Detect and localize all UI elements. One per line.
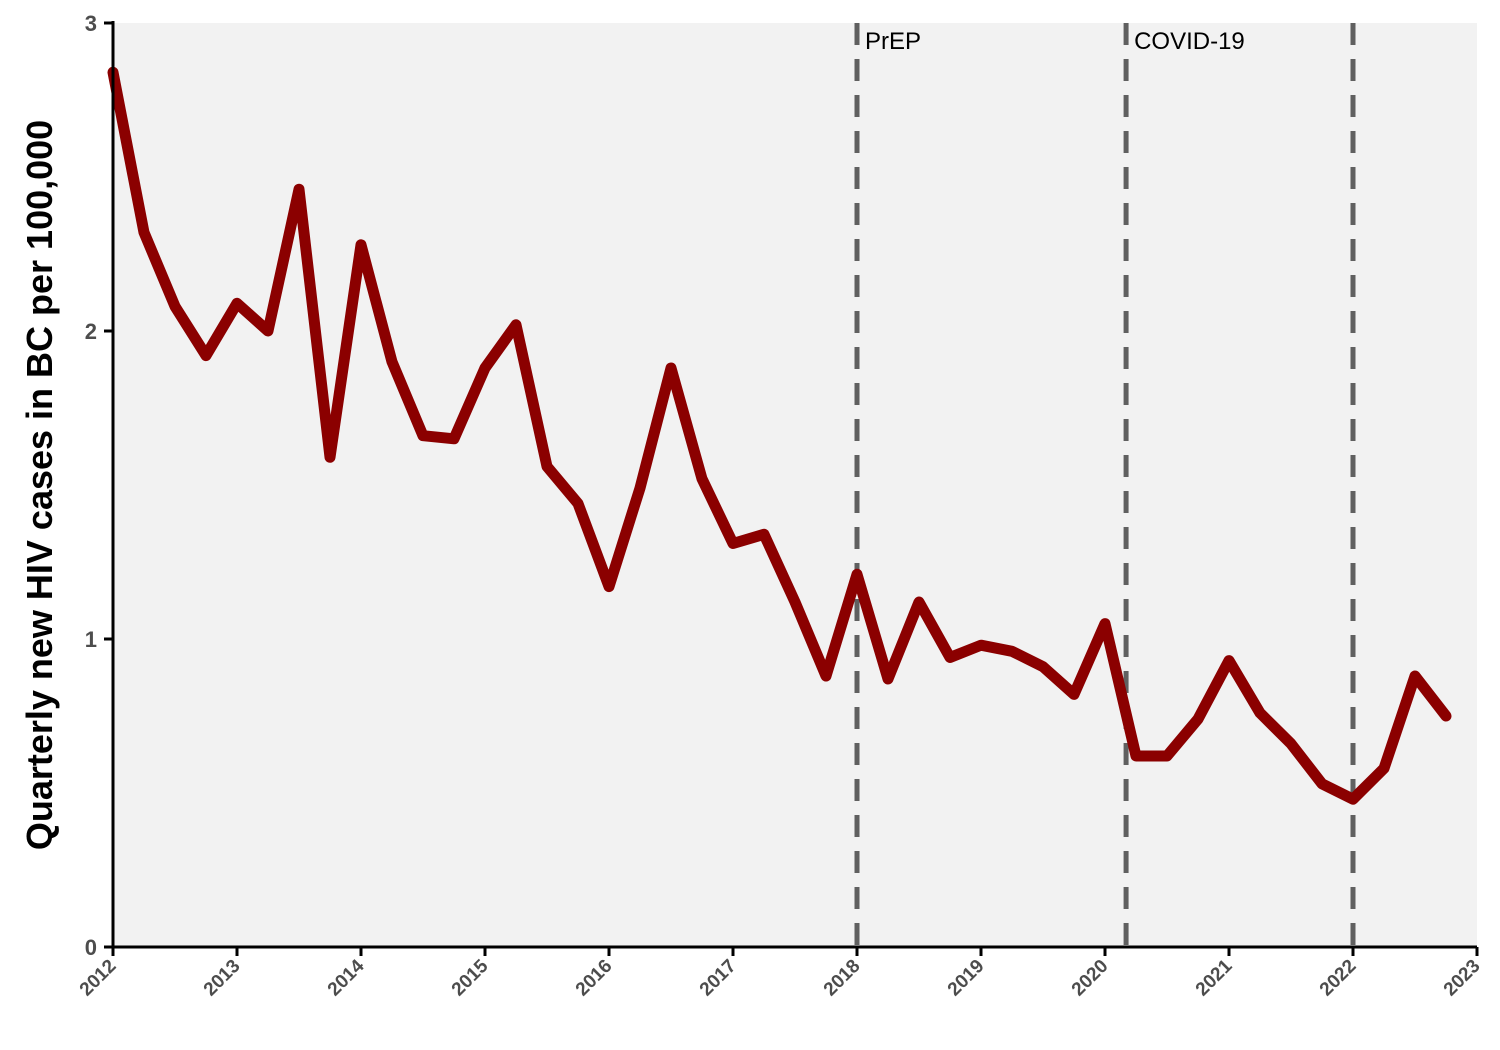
y-tick-label: 3 bbox=[85, 11, 97, 36]
plot-background bbox=[113, 23, 1477, 947]
x-tick-label: 2022 bbox=[1316, 956, 1361, 1001]
x-tick-label: 2021 bbox=[1192, 955, 1237, 1000]
x-tick-label: 2019 bbox=[944, 956, 989, 1001]
y-axis-label: Quarterly new HIV cases in BC per 100,00… bbox=[19, 120, 60, 850]
series-line bbox=[107, 66, 1452, 805]
reference-line-label: COVID-19 bbox=[1134, 28, 1245, 55]
x-tick-label: 2017 bbox=[696, 956, 741, 1001]
data-series bbox=[107, 66, 1452, 805]
x-tick-label: 2020 bbox=[1068, 956, 1113, 1001]
x-tick-label: 2023 bbox=[1440, 956, 1485, 1001]
x-tick-label: 2018 bbox=[820, 956, 865, 1001]
x-tick-label: 2012 bbox=[76, 956, 121, 1001]
x-tick-label: 2015 bbox=[448, 955, 493, 1000]
reference-line-label: PrEP bbox=[865, 28, 921, 55]
x-tick-label: 2014 bbox=[324, 955, 369, 1000]
x-tick-label: 2016 bbox=[572, 956, 617, 1001]
y-tick-label: 1 bbox=[85, 627, 97, 652]
y-tick-label: 2 bbox=[85, 319, 97, 344]
y-tick-label: 0 bbox=[85, 935, 97, 960]
x-tick-label: 2013 bbox=[200, 956, 245, 1001]
